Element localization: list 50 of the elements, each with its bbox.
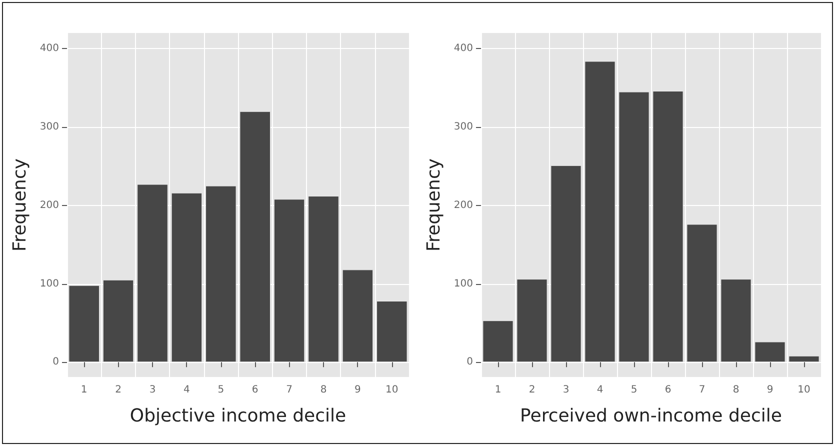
x-tick-label: 8 bbox=[320, 384, 327, 396]
bar bbox=[308, 196, 339, 362]
y-tick-label: 300 bbox=[454, 122, 473, 133]
y-axis-title: Frequency bbox=[424, 158, 444, 252]
x-tick-label: 5 bbox=[218, 384, 224, 396]
y-tick-label: 400 bbox=[40, 43, 59, 54]
bar bbox=[102, 280, 134, 362]
bar bbox=[240, 111, 270, 362]
bar bbox=[618, 92, 650, 362]
x-tick-label: 7 bbox=[286, 384, 292, 396]
x-tick-label: 6 bbox=[252, 384, 258, 396]
y-tick-label: 100 bbox=[40, 278, 59, 290]
x-tick-label: 3 bbox=[149, 384, 156, 396]
y-tick-label: 0 bbox=[52, 356, 59, 368]
x-tick-label: 2 bbox=[528, 384, 536, 396]
y-tick-label: 200 bbox=[40, 200, 59, 211]
bar bbox=[652, 90, 684, 362]
y-tick-label: 200 bbox=[454, 200, 473, 211]
bar bbox=[720, 279, 752, 362]
bar bbox=[274, 199, 305, 362]
x-tick-label: 6 bbox=[664, 384, 672, 396]
x-axis-title: Perceived own-income decile bbox=[520, 406, 782, 426]
x-tick-label: 9 bbox=[766, 384, 774, 396]
bar bbox=[754, 342, 786, 362]
x-tick-label: 4 bbox=[596, 384, 604, 396]
y-axis-title: Frequency bbox=[10, 158, 30, 252]
bar bbox=[550, 165, 582, 362]
bar bbox=[137, 184, 168, 362]
x-tick-label: 2 bbox=[115, 384, 122, 396]
x-axis-title: Objective income decile bbox=[130, 406, 346, 426]
x-tick-label: 10 bbox=[386, 384, 398, 396]
x-tick-label: 1 bbox=[494, 384, 502, 396]
x-tick-label: 9 bbox=[354, 384, 361, 396]
bar bbox=[584, 61, 616, 362]
bar bbox=[206, 186, 236, 362]
bar bbox=[342, 270, 374, 362]
x-tick-label: 1 bbox=[80, 384, 88, 396]
bar bbox=[516, 279, 548, 362]
y-tick-label: 300 bbox=[40, 122, 59, 133]
y-tick-label: 100 bbox=[454, 278, 473, 290]
x-tick-label: 4 bbox=[184, 384, 190, 396]
y-tick-label: 0 bbox=[466, 356, 473, 368]
bar bbox=[171, 192, 202, 362]
x-tick-label: 10 bbox=[798, 384, 810, 396]
x-tick-label: 7 bbox=[698, 384, 706, 396]
y-tick-label: 400 bbox=[454, 43, 473, 54]
bar bbox=[686, 224, 718, 362]
x-tick-label: 5 bbox=[630, 384, 638, 396]
x-tick-label: 8 bbox=[732, 384, 740, 396]
x-tick-label: 3 bbox=[562, 384, 570, 396]
